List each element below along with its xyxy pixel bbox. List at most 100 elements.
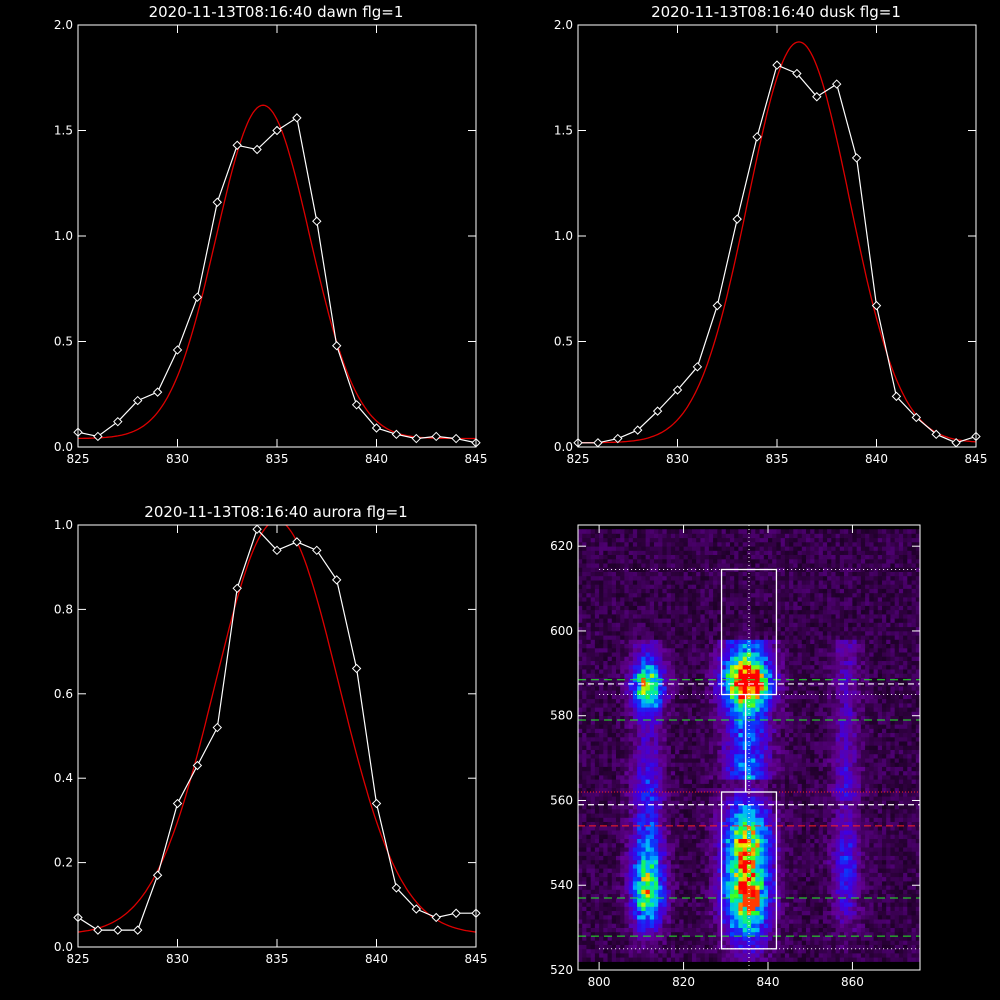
heatmap-cell bbox=[645, 609, 651, 615]
heatmap-cell bbox=[721, 571, 727, 577]
heatmap-cell bbox=[607, 864, 613, 869]
heatmap-cell bbox=[586, 838, 591, 844]
heatmap-cell bbox=[632, 711, 638, 717]
heatmap-cell bbox=[687, 753, 693, 759]
heatmap-cell bbox=[670, 622, 676, 628]
heatmap-cell bbox=[586, 910, 591, 916]
heatmap-cell bbox=[645, 622, 651, 628]
heatmap-cell bbox=[742, 529, 748, 534]
heatmap-cell bbox=[628, 736, 634, 742]
heatmap-cell bbox=[751, 821, 756, 827]
heatmap-cell bbox=[759, 940, 765, 945]
heatmap-cell bbox=[683, 898, 689, 903]
heatmap-cell bbox=[717, 724, 722, 729]
heatmap-cell bbox=[708, 847, 714, 852]
heatmap-cell bbox=[696, 546, 701, 551]
heatmap-cell bbox=[607, 720, 613, 725]
heatmap-cell bbox=[586, 800, 591, 806]
heatmap-cell bbox=[658, 546, 663, 551]
heatmap-cell bbox=[654, 749, 659, 755]
heatmap-cell bbox=[675, 741, 680, 746]
heatmap-cell bbox=[658, 639, 663, 644]
heatmap-cell bbox=[742, 893, 748, 899]
heatmap-cell bbox=[730, 783, 735, 789]
heatmap-cell bbox=[683, 779, 689, 784]
aurora-data-point bbox=[292, 537, 302, 547]
heatmap-cell bbox=[683, 681, 689, 687]
heatmap-cell bbox=[599, 923, 604, 928]
heatmap-cell bbox=[725, 736, 731, 742]
heatmap-cell bbox=[734, 703, 739, 708]
heatmap-cell bbox=[692, 813, 697, 818]
heatmap-cell bbox=[708, 533, 714, 539]
heatmap-cell bbox=[645, 673, 651, 678]
heatmap-cell bbox=[578, 656, 583, 661]
heatmap-cell bbox=[628, 639, 634, 644]
heatmap-cell bbox=[658, 694, 663, 700]
heatmap-cell bbox=[768, 842, 773, 848]
heatmap-cell bbox=[679, 792, 684, 797]
heatmap-cell bbox=[717, 601, 722, 606]
heatmap-cell bbox=[662, 923, 667, 928]
heatmap-cell bbox=[759, 821, 765, 827]
heatmap-cell bbox=[607, 885, 613, 890]
heatmap-cell bbox=[666, 931, 672, 937]
heatmap-cell bbox=[675, 558, 680, 564]
heatmap-cell bbox=[586, 711, 591, 717]
heatmap-cell bbox=[755, 931, 760, 937]
heatmap-cell bbox=[683, 546, 689, 551]
heatmap-cell bbox=[687, 876, 693, 882]
heatmap-cell bbox=[620, 631, 625, 636]
heatmap-cell bbox=[578, 542, 583, 547]
heatmap-cell bbox=[582, 770, 587, 776]
heatmap-cell bbox=[590, 825, 596, 831]
heatmap-cell bbox=[637, 741, 642, 746]
heatmap-cell bbox=[594, 609, 600, 615]
heatmap-cell bbox=[708, 783, 714, 789]
heatmap-cell bbox=[742, 792, 748, 797]
heatmap-cell bbox=[637, 758, 642, 763]
dusk-data-point bbox=[652, 406, 663, 416]
heatmap-cell bbox=[763, 817, 769, 822]
heatmap-cell bbox=[590, 529, 596, 534]
heatmap-cell bbox=[590, 698, 596, 704]
heatmap-cell bbox=[683, 647, 689, 653]
heatmap-cell bbox=[700, 563, 705, 568]
heatmap-cell bbox=[641, 796, 646, 801]
heatmap-cell bbox=[759, 910, 765, 916]
heatmap-cell bbox=[751, 741, 756, 746]
heatmap-cell bbox=[679, 622, 684, 628]
heatmap-cell bbox=[578, 669, 583, 674]
heatmap-cell bbox=[683, 542, 689, 547]
heatmap-cell bbox=[751, 631, 756, 636]
heatmap-cell bbox=[649, 749, 655, 755]
heatmap-cell bbox=[696, 855, 701, 861]
heatmap-cell bbox=[594, 889, 600, 895]
heatmap-cell bbox=[645, 847, 651, 852]
heatmap-cell bbox=[624, 550, 629, 555]
heatmap-cell bbox=[666, 821, 672, 827]
heatmap-cell bbox=[620, 940, 625, 945]
heatmap-cell bbox=[628, 724, 634, 729]
heatmap-cell bbox=[768, 537, 773, 543]
heatmap-cell bbox=[645, 669, 651, 674]
heatmap-cell bbox=[700, 732, 705, 738]
heatmap-cell bbox=[603, 601, 608, 606]
heatmap-cell bbox=[713, 957, 718, 962]
heatmap-cell bbox=[603, 533, 608, 539]
heatmap-cell bbox=[654, 720, 659, 725]
heatmap-cell bbox=[578, 554, 583, 560]
heatmap-cell bbox=[649, 639, 655, 644]
heatmap-cell bbox=[611, 626, 617, 632]
heatmap-cell bbox=[578, 944, 583, 950]
heatmap-cell bbox=[751, 694, 756, 700]
dusk|1-y-tick-label: 0.5 bbox=[554, 335, 573, 349]
heatmap-cell bbox=[675, 800, 680, 806]
heatmap-cell bbox=[700, 779, 705, 784]
heatmap-cell bbox=[582, 614, 587, 619]
heatmap-cell bbox=[632, 686, 638, 691]
heatmap-cell bbox=[628, 948, 634, 954]
heatmap-cell bbox=[700, 821, 705, 827]
heatmap-cell bbox=[717, 554, 722, 560]
heatmap-cell bbox=[751, 868, 756, 873]
